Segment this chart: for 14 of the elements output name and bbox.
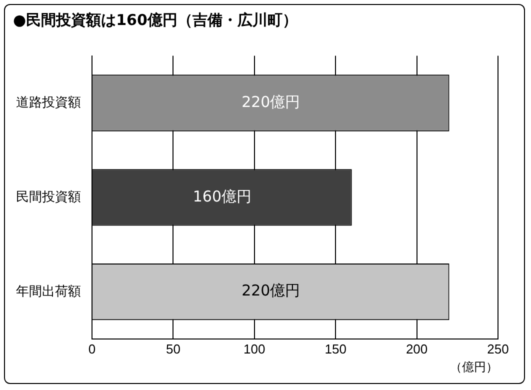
y-tick-label: 民間投資額 bbox=[16, 188, 81, 204]
data-label: 160億円 bbox=[192, 187, 252, 206]
x-tick-label: 50 bbox=[166, 341, 180, 356]
x-tick-label: 250 bbox=[487, 341, 509, 356]
data-label: 220億円 bbox=[242, 92, 300, 111]
data-label: 220億円 bbox=[242, 282, 300, 300]
chart-title: ●民間投資額は160億円（吉備・広川町） bbox=[13, 11, 298, 30]
x-tick-label: 0 bbox=[88, 341, 96, 356]
x-tick-label: 100 bbox=[244, 341, 266, 356]
x-axis-title: （億円） bbox=[450, 360, 498, 374]
y-tick-label: 年間出荷額 bbox=[16, 283, 81, 298]
x-tick-label: 200 bbox=[406, 341, 428, 356]
y-tick-label: 道路投資額 bbox=[16, 94, 81, 110]
x-tick-label: 150 bbox=[324, 341, 346, 356]
